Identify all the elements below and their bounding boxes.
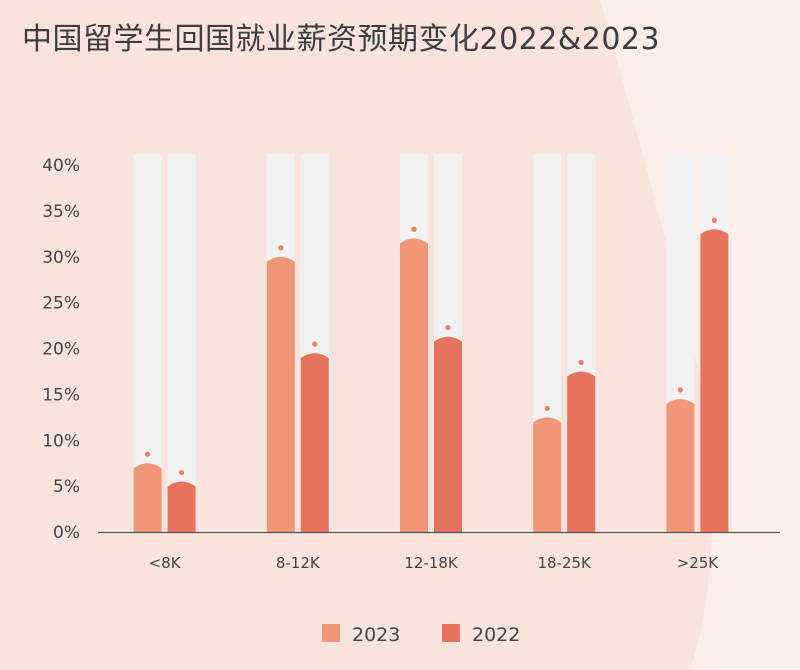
y-tick-label: 5% — [53, 477, 80, 497]
x-tick-label: >25K — [677, 554, 720, 572]
legend-label-2023: 2023 — [352, 624, 400, 646]
chart-title: 中国留学生回国就业薪资预期变化2022&2023 — [22, 22, 661, 57]
y-tick-label: 20% — [42, 340, 80, 360]
bar-marker — [677, 387, 684, 393]
y-tick-label: 0% — [53, 523, 80, 543]
y-tick-label: 35% — [42, 202, 80, 222]
bar-marker — [411, 226, 417, 232]
bar-marker — [445, 324, 451, 331]
bar-marker — [544, 405, 550, 411]
bar-2023-12-18K — [400, 238, 428, 532]
legend-swatch-2023 — [322, 624, 340, 642]
y-tick-label: 30% — [42, 248, 80, 268]
x-tick-label: 12-18K — [404, 554, 459, 572]
bar-2022-12-18K — [434, 336, 462, 532]
bar-marker — [578, 359, 584, 366]
legend-label-2022: 2022 — [472, 624, 520, 646]
bar-2022-<8K — [167, 481, 196, 532]
bar-marker — [145, 451, 151, 457]
bar-2023->25K — [666, 398, 695, 532]
x-tick-label: 18-25K — [537, 554, 592, 572]
bar-2023-18-25K — [533, 417, 562, 532]
bar-2023-<8K — [133, 463, 162, 532]
y-tick-label: 15% — [42, 385, 80, 405]
bar-marker — [179, 469, 185, 476]
bar-2022-8-12K — [300, 353, 329, 532]
bar-marker — [312, 341, 318, 347]
bar-track — [167, 154, 196, 532]
y-tick-label: 40% — [42, 156, 80, 176]
legend-swatch-2022 — [442, 624, 460, 642]
y-tick-label: 25% — [42, 294, 80, 314]
bar-2022-18-25K — [567, 371, 596, 532]
bar-2022->25K — [700, 229, 729, 532]
x-tick-label: <8K — [149, 554, 182, 572]
y-tick-label: 10% — [42, 431, 80, 451]
bar-marker — [278, 245, 284, 251]
x-tick-label: 8-12K — [276, 554, 321, 572]
bar-2023-8-12K — [266, 256, 295, 532]
bar-marker — [711, 217, 718, 223]
